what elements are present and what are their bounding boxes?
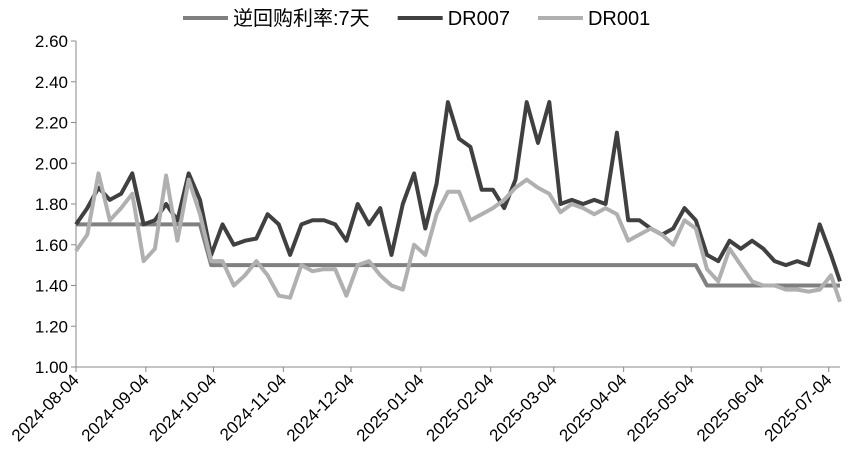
legend-label: DR001 — [588, 8, 650, 30]
y-tick-label: 1.20 — [35, 317, 68, 336]
legend-label: 逆回购利率:7天 — [233, 7, 370, 30]
y-tick-label: 2.60 — [35, 32, 68, 51]
y-tick-label: 1.40 — [35, 277, 68, 296]
x-tick-label: 2025-02-04 — [423, 370, 498, 445]
x-tick-label: 2024-09-04 — [78, 370, 153, 445]
data-line — [74, 171, 842, 303]
legend-label: DR007 — [448, 8, 510, 30]
y-tick-label: 2.00 — [35, 154, 68, 173]
x-tick-label: 2025-01-04 — [353, 370, 428, 445]
y-tick-label: 2.20 — [35, 114, 68, 133]
y-tick-label: 1.60 — [35, 236, 68, 255]
y-tick-label: 1.00 — [35, 358, 68, 377]
x-tick-label: 2024-10-04 — [145, 370, 220, 445]
x-tick-label: 2025-06-04 — [693, 370, 768, 445]
x-tick-label: 2025-03-04 — [486, 370, 561, 445]
x-tick-label: 2025-05-04 — [623, 370, 698, 445]
x-tick-label: 2024-08-04 — [8, 370, 83, 445]
y-tick-label: 1.80 — [35, 195, 68, 214]
y-tick-label: 2.40 — [35, 73, 68, 92]
x-tick-label: 2024-12-04 — [283, 370, 358, 445]
data-line — [74, 100, 842, 283]
x-tick-label: 2024-11-04 — [216, 370, 290, 444]
x-tick-label: 2025-07-04 — [761, 370, 836, 445]
x-tick-label: 2025-04-04 — [556, 370, 631, 445]
